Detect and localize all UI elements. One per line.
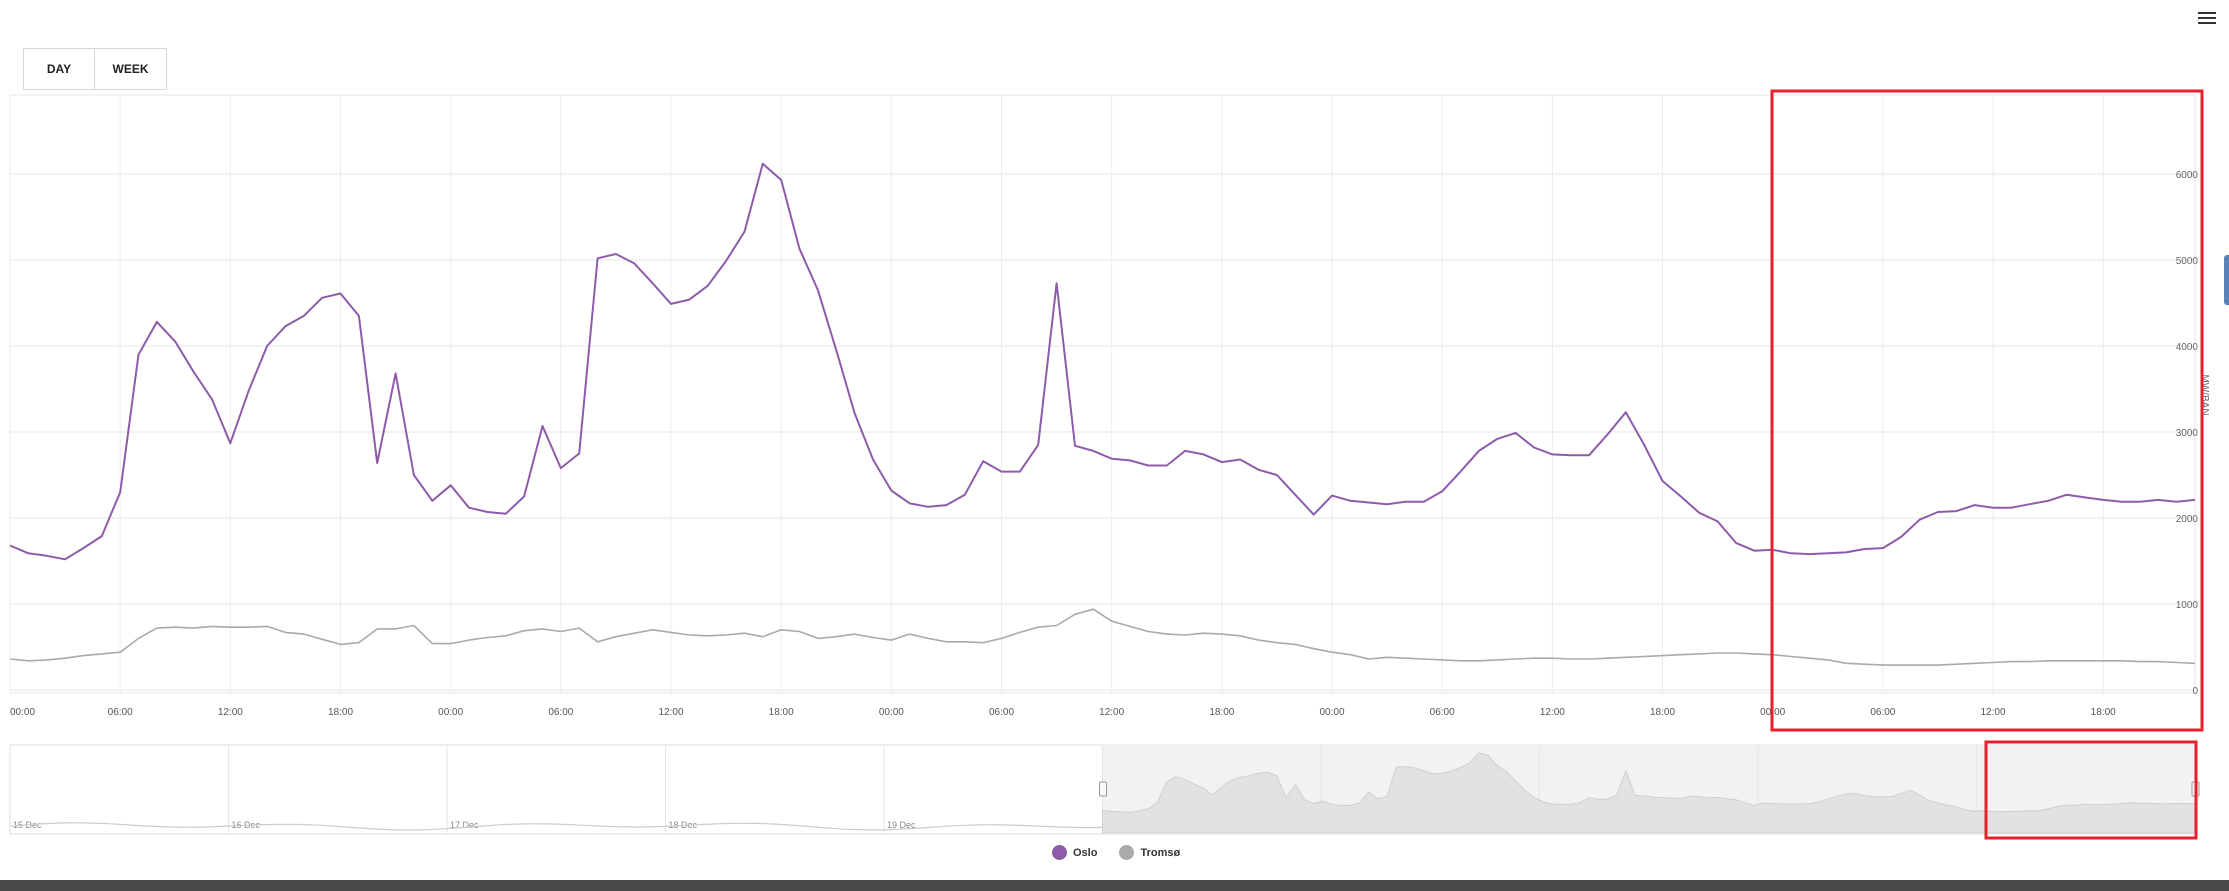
navigator-overview-line-early: [9, 822, 1103, 831]
navigator-overview-area: [1102, 752, 2196, 834]
x-tick-label: 06:00: [548, 707, 573, 718]
y-tick-label: 2000: [2176, 514, 2199, 525]
x-tick-label: 06:00: [108, 707, 133, 718]
y-tick-label: 4000: [2176, 342, 2199, 353]
legend-item-tromso[interactable]: Tromsø: [1119, 845, 1180, 860]
y-tick-label: 6000: [2176, 170, 2199, 181]
legend-label-tromso: Tromsø: [1140, 846, 1181, 859]
x-tick-label: 12:00: [218, 707, 243, 718]
x-tick-label: 18:00: [2091, 707, 2116, 718]
plot-grid: [9, 94, 2196, 694]
oslo-series-line[interactable]: [9, 162, 2196, 561]
day-button[interactable]: DAY: [23, 48, 95, 90]
legend-label-oslo: Oslo: [1073, 846, 1098, 859]
y-tick-label: 5000: [2176, 256, 2199, 267]
x-axis-ticks: 00:00 06:00 12:00 18:00 00:00 06:00 12:00 18:00…: [10, 707, 2116, 718]
oslo-legend-dot-icon: [1052, 845, 1067, 860]
y-axis-title: MW/BAN: [2199, 374, 2210, 415]
x-tick-label: 18:00: [1209, 707, 1234, 718]
x-tick-label: 12:00: [1099, 707, 1124, 718]
y-axis-ticks: 0 1000 2000 3000 4000 5000 6000: [2176, 170, 2199, 697]
x-tick-label: 18:00: [328, 707, 353, 718]
legend-item-oslo[interactable]: Oslo: [1052, 845, 1097, 860]
plot-series: [9, 162, 2196, 666]
x-tick-label: 00:00: [438, 707, 463, 718]
x-tick-label: 12:00: [1981, 707, 2006, 718]
plot-frame: [9, 94, 2196, 694]
y-tick-label: 0: [2192, 686, 2198, 697]
x-tick-label: 18:00: [769, 707, 794, 718]
week-button[interactable]: WEEK: [95, 48, 167, 90]
x-tick-label: 00:00: [879, 707, 904, 718]
legend: Oslo Tromsø: [1052, 845, 1180, 860]
y-tick-label: 3000: [2176, 428, 2199, 439]
navigator-left-handle[interactable]: [1099, 781, 1107, 797]
range-selector: DAY WEEK: [23, 48, 167, 90]
side-tab[interactable]: [2224, 255, 2229, 305]
highlight-box-navigator: [1984, 740, 2198, 840]
x-tick-label: 12:00: [658, 707, 683, 718]
x-tick-label: 12:00: [1540, 707, 1565, 718]
highlight-box-main-plot: [1770, 89, 2204, 732]
tromso-legend-dot-icon: [1119, 845, 1135, 860]
x-tick-label: 06:00: [1870, 707, 1895, 718]
x-tick-label: 00:00: [1320, 707, 1345, 718]
footer-bar: [0, 880, 2229, 891]
x-tick-label: 18:00: [1650, 707, 1675, 718]
y-tick-label: 1000: [2176, 600, 2199, 611]
x-tick-label: 06:00: [1430, 707, 1455, 718]
navigator-date-label: 17 Dec: [450, 820, 479, 830]
navigator-date-label: 19 Dec: [887, 820, 916, 830]
highlight-boxes: [1770, 89, 2204, 840]
x-tick-label: 00:00: [10, 707, 35, 718]
hamburger-menu-icon[interactable]: [2198, 12, 2216, 28]
tromso-series-line[interactable]: [9, 608, 2196, 666]
x-tick-label: 06:00: [989, 707, 1014, 718]
